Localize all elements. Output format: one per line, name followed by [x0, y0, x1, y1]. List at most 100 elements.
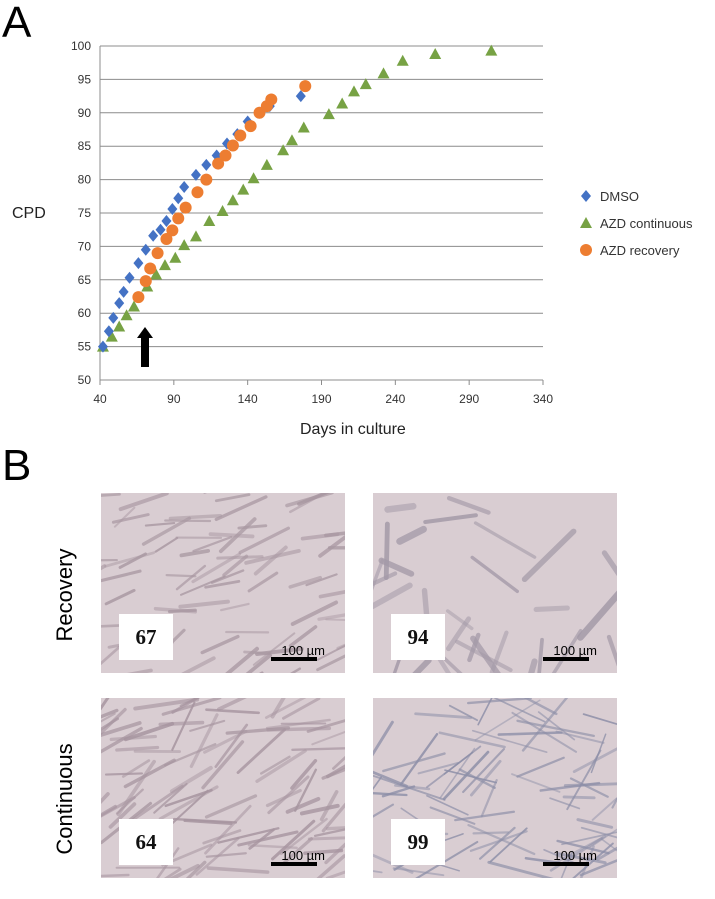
data-point-azd-recovery	[140, 275, 152, 287]
cell-streak	[440, 733, 505, 747]
data-point-dmso	[125, 272, 135, 284]
cell-streak	[121, 493, 167, 509]
data-point-azd-continuous	[286, 134, 298, 145]
data-point-azd-continuous	[336, 97, 348, 108]
cell-streak	[320, 527, 345, 556]
cell-streak	[208, 868, 267, 872]
population-doubling-label: 99	[391, 819, 445, 865]
legend-label: AZD recovery	[600, 243, 680, 258]
data-point-azd-recovery	[245, 120, 257, 132]
y-axis-label: CPD	[12, 205, 46, 222]
cell-streak	[539, 640, 542, 673]
cell-streak	[117, 747, 158, 750]
panel-label-b: B	[2, 441, 31, 491]
x-axis-label: Days in culture	[300, 421, 406, 438]
scale-bar-label: 100 µm	[281, 848, 325, 863]
cell-streak	[401, 734, 437, 784]
cell-streak	[218, 557, 262, 559]
cell-streak	[170, 610, 196, 611]
x-tick-label: 290	[459, 392, 479, 406]
data-point-azd-continuous	[261, 159, 273, 170]
legend-marker-azd-recovery	[580, 244, 592, 256]
data-point-azd-recovery	[191, 186, 203, 198]
population-doubling-label: 67	[119, 614, 173, 660]
cell-streak	[118, 670, 151, 673]
cell-streak	[609, 637, 617, 665]
micrograph-recovery-67: 67 100 µm	[101, 493, 345, 673]
data-point-dmso	[141, 244, 151, 256]
data-point-azd-recovery	[180, 202, 192, 214]
x-tick-label: 240	[385, 392, 405, 406]
cell-streak	[326, 619, 345, 620]
data-point-azd-continuous	[203, 215, 215, 226]
cell-streak	[580, 590, 617, 638]
data-point-azd-continuous	[323, 108, 335, 119]
cell-streak	[512, 713, 576, 752]
data-point-azd-recovery	[234, 130, 246, 142]
data-point-azd-recovery	[166, 224, 178, 236]
cell-streak	[101, 566, 105, 579]
cell-streak	[449, 498, 488, 512]
cell-streak	[472, 557, 517, 591]
cell-streak	[101, 875, 128, 877]
cell-streak	[167, 575, 196, 576]
data-point-azd-continuous	[159, 259, 171, 270]
y-tick-label: 50	[78, 373, 92, 387]
cell-streak	[425, 515, 476, 522]
data-point-azd-continuous	[217, 205, 229, 216]
micrograph-continuous-64: 64 100 µm	[101, 698, 345, 878]
cell-streak	[238, 730, 285, 773]
cell-streak	[309, 838, 344, 839]
cell-streak	[373, 585, 410, 617]
data-point-azd-recovery	[144, 262, 156, 274]
y-tick-label: 90	[78, 106, 92, 120]
data-point-azd-continuous	[190, 230, 202, 241]
cell-streak	[219, 698, 269, 709]
data-point-dmso	[179, 181, 189, 193]
data-point-azd-continuous	[298, 121, 310, 132]
cell-streak	[101, 571, 140, 582]
cell-streak	[180, 602, 228, 607]
data-point-azd-recovery	[172, 212, 184, 224]
data-point-azd-continuous	[227, 194, 239, 205]
x-tick-label: 190	[311, 392, 331, 406]
y-tick-label: 60	[78, 306, 92, 320]
data-point-azd-continuous	[237, 184, 249, 195]
cell-streak	[427, 796, 468, 815]
cell-streak	[101, 698, 121, 710]
data-point-azd-recovery	[152, 247, 164, 259]
cell-streak	[373, 805, 393, 829]
cell-streak	[249, 573, 277, 591]
y-tick-label: 55	[78, 340, 92, 354]
cell-streak	[144, 518, 190, 544]
data-point-dmso	[148, 230, 158, 242]
legend-label: DMSO	[600, 189, 639, 204]
y-tick-label: 80	[78, 173, 92, 187]
data-point-azd-recovery	[132, 291, 144, 303]
data-point-dmso	[133, 257, 143, 269]
cell-streak	[373, 867, 382, 872]
y-tick-label: 65	[78, 273, 92, 287]
x-tick-label: 90	[167, 392, 181, 406]
cell-streak	[292, 761, 315, 788]
scale-bar-label: 100 µm	[553, 643, 597, 658]
cell-streak	[312, 671, 345, 673]
cell-streak	[373, 777, 381, 815]
row-label-continuous: Continuous	[52, 699, 78, 899]
cell-streak	[207, 853, 246, 856]
cell-streak	[111, 737, 155, 740]
cell-streak	[182, 658, 213, 673]
chart-marks	[97, 45, 497, 353]
cell-streak	[405, 660, 429, 673]
cell-streak	[106, 590, 134, 603]
cell-streak	[101, 807, 115, 823]
cell-streak	[319, 614, 345, 619]
cell-streak	[160, 723, 202, 725]
cell-streak	[257, 751, 305, 781]
legend-label: AZD continuous	[600, 216, 693, 231]
cell-streak	[202, 637, 238, 653]
cell-streak	[292, 748, 345, 750]
data-point-dmso	[114, 297, 124, 309]
y-tick-label: 100	[71, 39, 91, 53]
